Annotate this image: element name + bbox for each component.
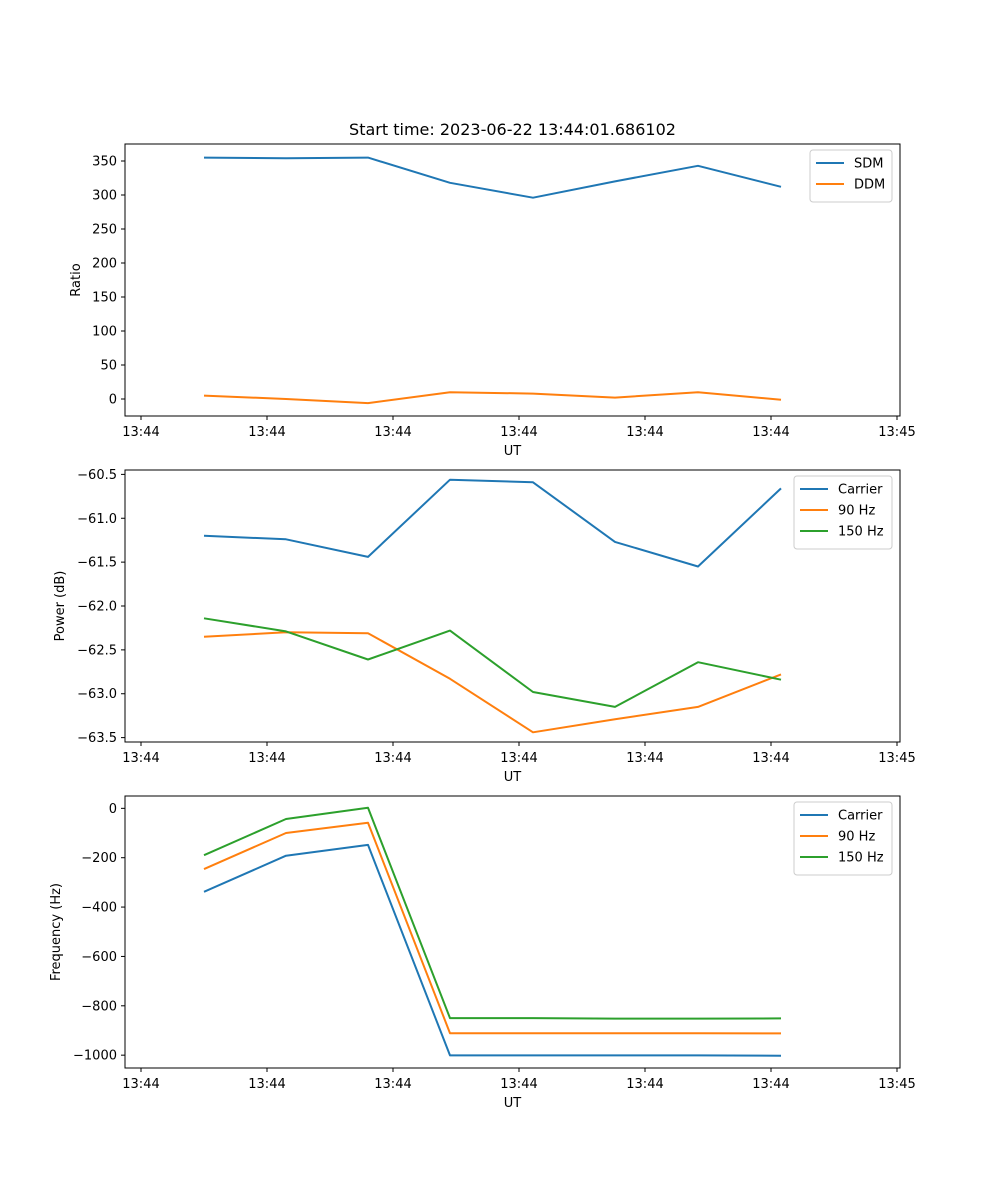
y-tick-label: −1000 [73, 1049, 117, 1064]
y-tick-label: 250 [92, 223, 117, 238]
y-tick-label: 350 [92, 155, 117, 170]
x-tick-label: 13:44 [248, 751, 285, 766]
y-tick-label: −63.5 [77, 731, 117, 746]
series-line-150-hz [203, 806, 782, 1020]
x-tick-label: 13:44 [626, 425, 663, 440]
y-tick-label: 50 [100, 359, 117, 374]
legend-label: SDM [854, 157, 883, 172]
x-tick-label: 13:44 [500, 425, 537, 440]
x-tick-label: 13:44 [626, 751, 663, 766]
y-tick-label: 100 [92, 325, 117, 340]
x-tick-label: 13:44 [122, 1077, 159, 1092]
x-tick-label: 13:44 [122, 425, 159, 440]
y-tick-label: 150 [92, 291, 117, 306]
y-tick-label: −800 [81, 999, 117, 1014]
x-tick-label: 13:44 [374, 751, 411, 766]
legend-label: 90 Hz [838, 504, 875, 519]
x-tick-label: 13:44 [248, 425, 285, 440]
legend-label: 150 Hz [838, 851, 884, 866]
chart-panel-1: 13:44 13:44 13:44 13:44 13:44 13:44 13:45 0 50 10… [69, 120, 916, 459]
y-tick-label: −61.5 [77, 556, 117, 571]
y-tick-label: −600 [81, 950, 117, 965]
series-line-90-hz [203, 631, 782, 734]
series-line-carrier [203, 843, 782, 1057]
chart-panel-3: 13:44 13:44 13:44 13:44 13:44 13:44 13:45 0 −200… [49, 795, 916, 1111]
x-tick-label: 13:45 [878, 751, 915, 766]
x-tick-label: 13:44 [500, 1077, 537, 1092]
y-tick-label: −63.0 [77, 687, 117, 702]
x-tick-label: 13:44 [248, 1077, 285, 1092]
y-axis-label: Frequency (Hz) [49, 883, 64, 981]
legend-label: 150 Hz [838, 525, 884, 540]
x-tick-label: 13:44 [122, 751, 159, 766]
y-tick-label: −200 [81, 851, 117, 866]
x-axis-label: UT [504, 1096, 522, 1111]
x-tick-label: 13:44 [752, 1077, 789, 1092]
chart-title: Start time: 2023-06-22 13:44:01.686102 [349, 120, 676, 139]
series-line-ddm [203, 391, 782, 405]
y-tick-label: −62.5 [77, 643, 117, 658]
y-axis-label: Power (dB) [53, 571, 68, 642]
plot-frame [124, 143, 901, 417]
x-tick-label: 13:44 [500, 751, 537, 766]
x-axis-label: UT [504, 444, 522, 459]
x-tick-label: 13:44 [626, 1077, 663, 1092]
y-tick-label: 0 [109, 802, 117, 817]
y-axis-label: Ratio [69, 263, 84, 296]
y-tick-label: 200 [92, 257, 117, 272]
y-tick-label: 0 [109, 393, 117, 408]
y-tick-label: −400 [81, 901, 117, 916]
series-line-90-hz [203, 821, 782, 1035]
y-tick-label: −60.5 [77, 468, 117, 483]
plot-frame [124, 795, 901, 1069]
legend: Carrier 90 Hz 150 Hz [793, 801, 893, 876]
x-axis-label: UT [504, 770, 522, 785]
legend-label: Carrier [838, 483, 883, 498]
x-tick-label: 13:45 [878, 1077, 915, 1092]
x-tick-label: 13:44 [752, 425, 789, 440]
chart-panel-2: 13:44 13:44 13:44 13:44 13:44 13:44 13:45 −60.5… [53, 468, 916, 785]
x-tick-label: 13:45 [878, 425, 915, 440]
x-tick-label: 13:44 [374, 425, 411, 440]
y-tick-label: 300 [92, 189, 117, 204]
series-line-150-hz [203, 617, 782, 708]
series-line-carrier [203, 478, 782, 568]
legend: Carrier 90 Hz 150 Hz [793, 475, 893, 550]
x-tick-label: 13:44 [374, 1077, 411, 1092]
y-tick-label: −62.0 [77, 600, 117, 615]
series-line-sdm [203, 156, 782, 199]
y-tick-label: −61.0 [77, 512, 117, 527]
x-tick-label: 13:44 [752, 751, 789, 766]
legend-label: DDM [854, 178, 885, 193]
legend-label: Carrier [838, 809, 883, 824]
legend: SDM DDM [809, 149, 893, 203]
plot-frame [124, 469, 901, 743]
legend-label: 90 Hz [838, 830, 875, 845]
